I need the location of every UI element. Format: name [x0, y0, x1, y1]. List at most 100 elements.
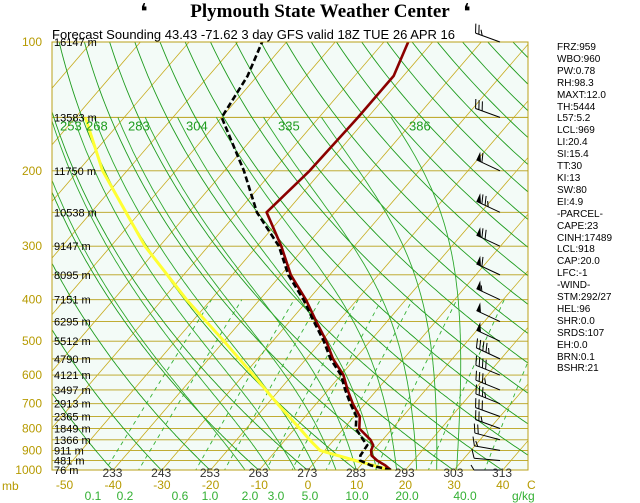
index-value: CAPE:23 — [557, 220, 599, 232]
wind-barb — [476, 255, 501, 276]
theta-label-bottom: 303 — [443, 466, 463, 480]
theta-label-bottom: 233 — [102, 466, 122, 480]
height-label: 4790 m — [54, 354, 91, 366]
logo-right-icon: ❛ — [463, 0, 471, 25]
mixing-ratio-line — [484, 360, 528, 470]
wind-barb — [475, 370, 501, 391]
mixing-ratio-label: 20.0 — [395, 489, 419, 503]
wind-barb — [470, 464, 500, 471]
height-label: 13583 m — [54, 112, 97, 124]
mixing-ratio-line — [291, 299, 382, 470]
mixing-ratio-line — [265, 299, 359, 470]
height-label: 2365 m — [54, 412, 91, 424]
isotherm-line — [52, 42, 288, 316]
theta-label-150mb: 283 — [128, 118, 150, 133]
pressure-tick-label: 100 — [22, 35, 42, 49]
dry-adiabat-line — [52, 392, 114, 470]
wind-barb — [476, 227, 501, 247]
temperature-tick-label: 30 — [447, 478, 461, 492]
theta-label-bottom: 263 — [249, 466, 269, 480]
index-value: RH:98.3 — [557, 77, 594, 89]
index-value: LCL:918 — [557, 244, 595, 256]
dry-adiabat-line — [83, 42, 406, 470]
temperature-tick-label: -20 — [202, 478, 220, 492]
height-label: 7151 m — [54, 295, 91, 307]
theta-label-150mb: 304 — [186, 118, 208, 133]
dewpoint-trace — [220, 42, 392, 470]
height-label: 911 m — [54, 445, 84, 457]
moist-adiabat-line — [73, 117, 296, 470]
mixing-ratio-line — [224, 299, 321, 470]
isotherm-line — [453, 383, 528, 470]
mixing-ratio-label: 1.0 — [202, 489, 219, 503]
height-label: 11750 m — [54, 166, 96, 178]
index-value: TT:30 — [557, 161, 583, 173]
pressure-unit-label: mb — [2, 479, 19, 493]
dry-adiabat-line — [335, 42, 528, 248]
dry-adiabat-line — [235, 42, 528, 364]
moist-adiabat-line — [117, 117, 337, 470]
index-value: LCL:969 — [557, 125, 595, 137]
height-label: 1366 m — [54, 435, 91, 447]
height-label: 4121 m — [54, 370, 91, 382]
dry-adiabat-line — [285, 42, 528, 305]
theta-label-150mb: 386 — [409, 118, 431, 133]
theta-label-bottom: 293 — [395, 466, 415, 480]
wind-barb — [475, 98, 501, 118]
plot-background — [52, 42, 528, 470]
mixing-ratio-unit-label: g/kg — [512, 489, 535, 503]
isotherm-line — [210, 100, 528, 470]
index-value: PW:0.78 — [557, 65, 596, 77]
index-value: BRN:0.1 — [557, 351, 595, 363]
mixing-ratio-line — [374, 299, 458, 470]
index-value: KI:13 — [557, 172, 581, 184]
moist-adiabat-line — [216, 117, 398, 470]
theta-label-bottom: 243 — [151, 466, 171, 480]
height-label: 2913 m — [54, 399, 91, 411]
wind-barb — [475, 338, 501, 360]
pressure-tick-label: 900 — [22, 443, 42, 457]
mixing-ratio-label: 2.0 — [242, 489, 259, 503]
mixing-ratio-label: 0.1 — [85, 489, 102, 503]
index-value: WBO:960 — [557, 53, 601, 65]
dry-adiabat-line — [109, 42, 455, 470]
wind-barb — [475, 23, 501, 43]
height-label: 3497 m — [54, 385, 91, 397]
isotherm-line — [52, 42, 141, 146]
index-value: LI:20.4 — [557, 137, 588, 149]
wind-barb — [475, 398, 501, 417]
theta-label-150mb: 253 — [60, 118, 82, 133]
moist-adiabat-line — [390, 117, 462, 470]
temperature-tick-label: -50 — [56, 478, 74, 492]
index-value: SRDS:107 — [557, 327, 605, 339]
index-value: EI:4.9 — [557, 196, 584, 208]
moist-adiabat-line — [52, 179, 246, 470]
mixing-ratio-line — [138, 299, 243, 470]
height-label: 16147 m — [54, 37, 97, 49]
pressure-tick-label: 600 — [22, 368, 42, 382]
header: ❛ Plymouth State Weather Center ❛ — [0, 0, 640, 26]
dry-adiabat-line — [184, 42, 528, 425]
index-value: -WIND- — [557, 280, 591, 292]
pressure-tick-label: 1000 — [15, 463, 42, 477]
theta-label-bottom: 313 — [492, 466, 512, 480]
plot-frame — [51, 41, 529, 471]
pressure-tick-label: 300 — [22, 239, 42, 253]
index-value: LFC:-1 — [557, 268, 588, 280]
temperature-tick-label: -10 — [251, 478, 269, 492]
index-value: MAXT:12.0 — [557, 89, 606, 101]
height-label: 481 m — [54, 455, 85, 467]
isotherm-line — [307, 213, 528, 470]
mixing-ratio-line — [104, 299, 212, 470]
pressure-tick-label: 700 — [22, 397, 42, 411]
temperature-tick-label: 0 — [305, 478, 312, 492]
parcel-trace — [83, 116, 392, 470]
moist-adiabat-line — [321, 117, 438, 470]
index-value: HEL:96 — [557, 303, 591, 315]
pressure-tick-label: 400 — [22, 293, 42, 307]
index-value: BSHR:21 — [557, 363, 599, 375]
dry-adiabat-line — [210, 42, 528, 394]
indices-panel: FRZ:959 WBO:960 PW:0.78 RH:98.3 MAXT:12.0 TH:… — [557, 42, 640, 375]
temperature-tick-label: 10 — [350, 478, 364, 492]
wind-barb — [476, 322, 501, 342]
